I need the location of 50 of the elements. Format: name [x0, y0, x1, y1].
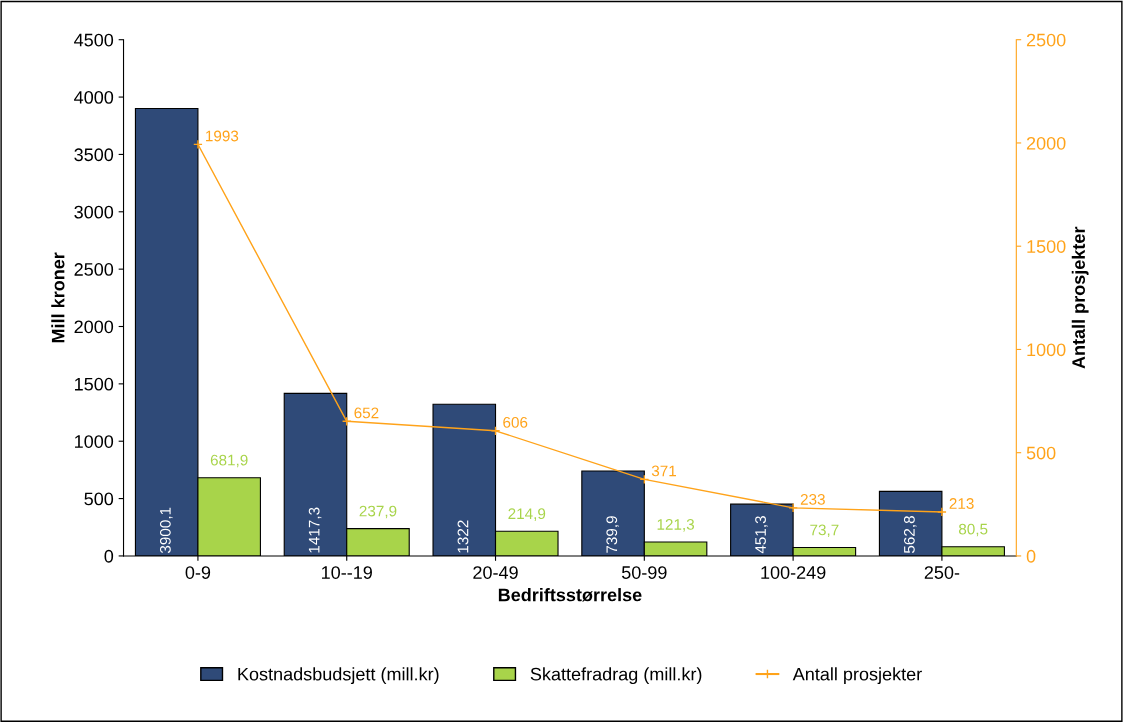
x-axis-title: Bedriftsstørrelse: [498, 588, 642, 602]
x-tick-label: 250-: [924, 566, 960, 579]
data-label: 3900,1: [159, 507, 173, 554]
y-tick-label: 4500: [74, 33, 114, 47]
x-tick-label: 50-99: [621, 566, 667, 579]
x-tick-label: 20-49: [473, 566, 518, 579]
y2-tick-label: 2500: [1026, 33, 1066, 47]
data-label: 1993: [206, 130, 239, 142]
data-label: 606: [503, 416, 528, 428]
x-tick-label: 100-249: [761, 566, 826, 579]
data-label: 237,9: [359, 505, 397, 519]
data-label: 73,7: [810, 524, 839, 538]
data-label: 681,9: [210, 454, 248, 468]
y-tick-label: 3500: [74, 148, 114, 162]
legend-label: Kostnadsbudsjett (mill.kr): [238, 667, 439, 685]
legend-label: Antall prosjekter: [792, 667, 922, 685]
data-label: 214,9: [508, 508, 546, 521]
data-label: 213: [949, 498, 974, 509]
y2-tick-label: 1000: [1027, 343, 1066, 357]
y-tick-label: 500: [84, 492, 114, 506]
x-tick-label: 0-9: [185, 566, 211, 579]
y2-tick-label: 1500: [1027, 240, 1066, 253]
y-tick-label: 1500: [75, 377, 114, 391]
data-label: 1417,3: [308, 507, 322, 553]
data-label: 451,3: [755, 516, 768, 554]
point: [937, 507, 947, 517]
y2-tick-label: 500: [1026, 446, 1056, 460]
y-tick-label: 4000: [74, 91, 114, 104]
data-label: 1322: [457, 520, 469, 553]
x-tick-label: 10--19: [322, 566, 372, 579]
y-tick-label: 2500: [74, 263, 114, 276]
data-label: 371: [651, 465, 677, 477]
y2-axis-title: Antall prosjekter: [1071, 226, 1089, 369]
y-tick-label: 2000: [74, 320, 114, 334]
data-label: 121,3: [657, 519, 695, 532]
data-label: 233: [800, 493, 825, 505]
y-tick-label: 3000: [74, 205, 114, 219]
data-label: 652: [354, 407, 379, 419]
y2-tick-label: 2000: [1026, 136, 1066, 150]
point: [490, 425, 501, 436]
y2-tick-label: 0: [1026, 549, 1036, 563]
point: [788, 502, 798, 513]
data-label: 739,9: [606, 516, 619, 553]
point: [193, 139, 203, 150]
y-tick-label: 0: [104, 549, 114, 563]
y-axis-title: Mill kroner: [51, 252, 65, 343]
y-tick-label: 1000: [75, 435, 114, 448]
legend-label: Skattefradrag (mill.kr): [530, 667, 702, 685]
data-label: 562,8: [903, 516, 917, 554]
data-label: 80,5: [958, 523, 988, 537]
